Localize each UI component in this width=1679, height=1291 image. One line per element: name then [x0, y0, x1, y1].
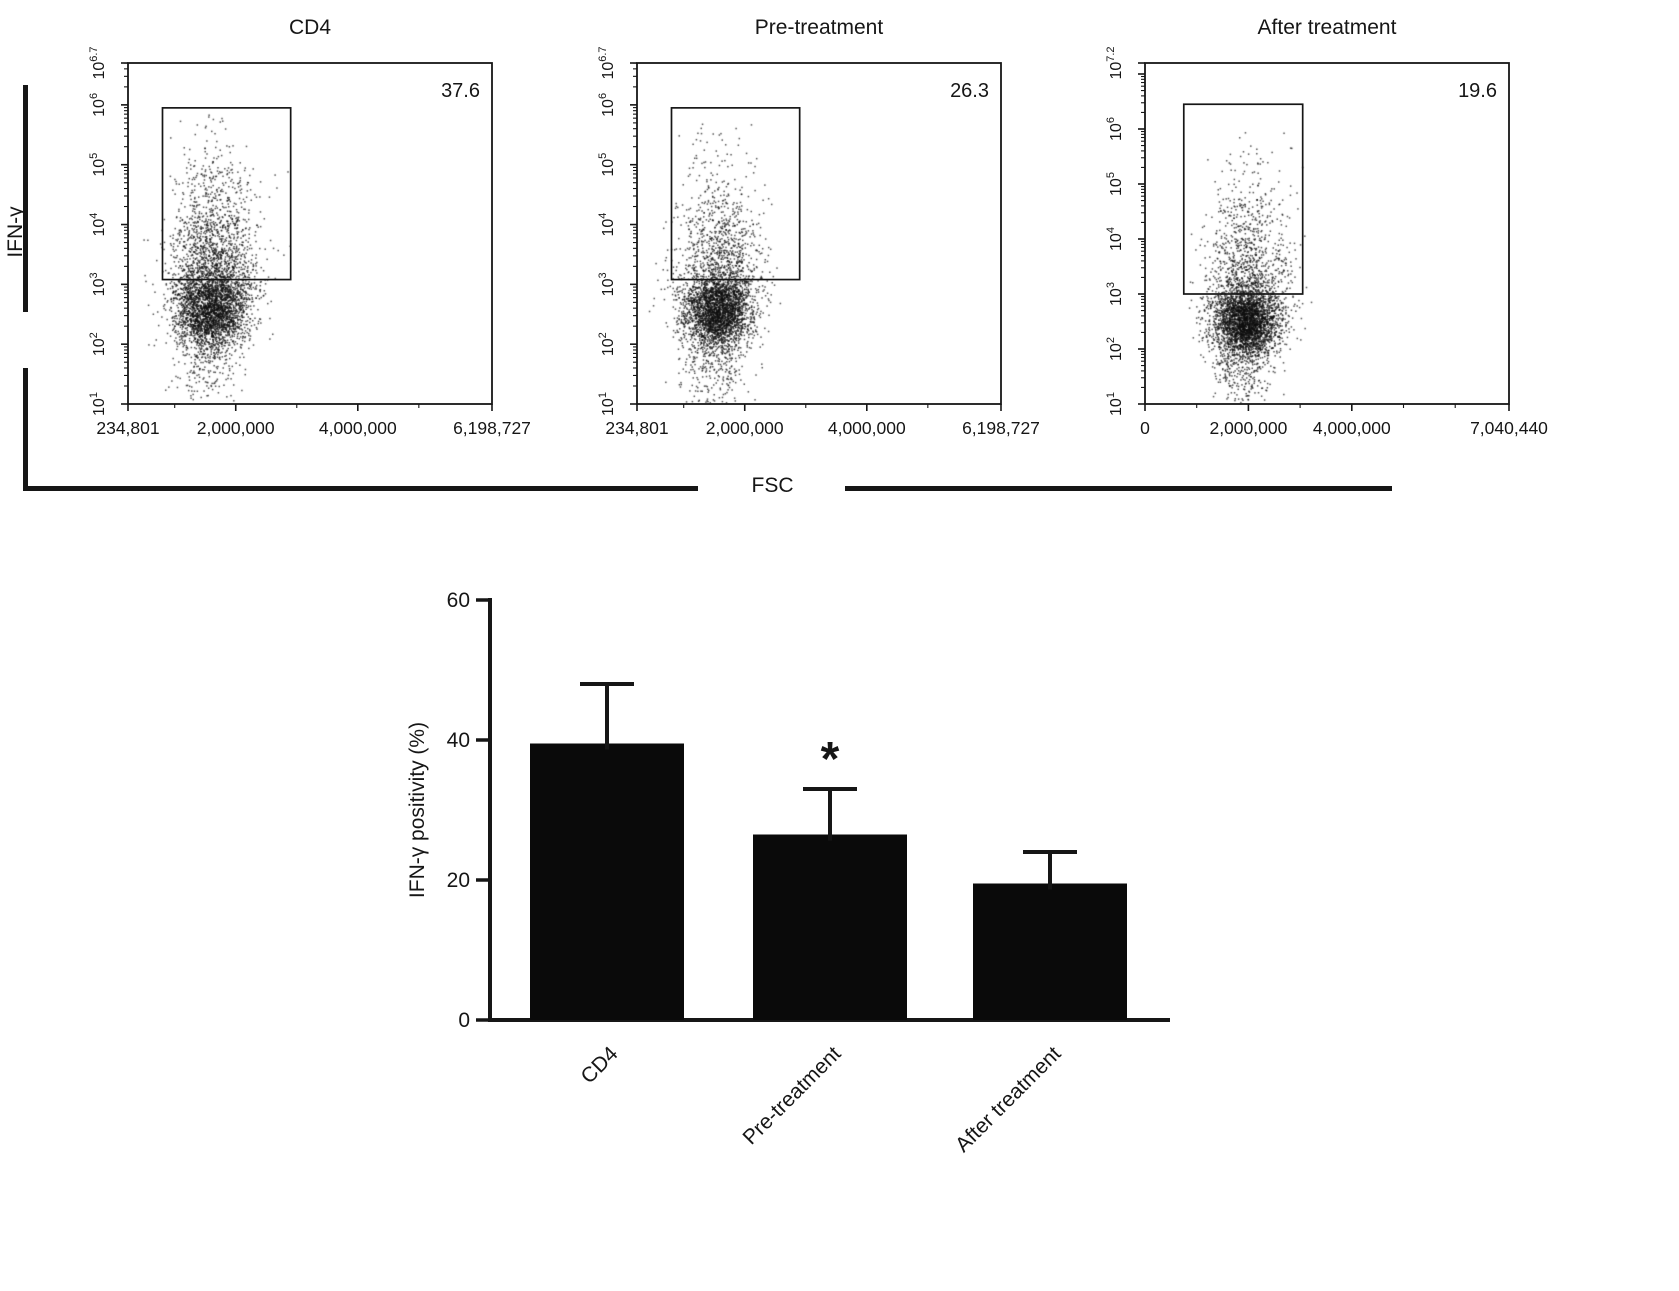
flow-panel-title: After treatment — [1257, 16, 1397, 39]
y-tick-label: 103 — [88, 272, 108, 296]
x-tick-label: 7,040,440 — [1470, 418, 1548, 438]
significance-asterisk: * — [821, 733, 840, 786]
flow-plot-axes: 101 102 103 104 105 106 107.2 0 2,000,000 4,000,0… — [1105, 46, 1548, 438]
y-tick-label: 107.2 — [1105, 46, 1125, 79]
y-axis-bracket-line — [23, 85, 28, 312]
bar — [753, 834, 907, 1020]
x-tick-label: 4,000,000 — [828, 418, 906, 438]
x-tick-label: 4,000,000 — [319, 418, 397, 438]
gate-percentage-label: 37.6 — [441, 80, 480, 102]
flow-panel-pre-treatment: Pre-treatment 101 102 103 104 105 106 106.7 234… — [527, 16, 1047, 492]
gate-rect — [670, 107, 801, 281]
bar-y-axis-label: IFN-γ positivity (%) — [406, 721, 429, 899]
y-tick-label: 102 — [88, 332, 108, 356]
plot-frame — [127, 62, 493, 405]
x-tick-label: 4,000,000 — [1313, 418, 1391, 438]
y-axis-group-label: IFN-γ — [4, 206, 27, 258]
gate-percentage-label: 26.3 — [950, 80, 989, 102]
x-tick-label: 6,198,727 — [962, 418, 1040, 438]
bar-y-tick-label: 60 — [447, 589, 470, 612]
bar — [973, 883, 1127, 1020]
bar-y-tick-label: 0 — [458, 1009, 470, 1032]
y-tick-label: 102 — [597, 332, 617, 356]
plot-frame — [1144, 62, 1510, 405]
y-tick-label: 101 — [1105, 392, 1125, 416]
flow-panel-after-treatment: After treatment 101 102 103 104 105 106 107.2 0… — [1035, 16, 1555, 492]
y-tick-label: 106 — [597, 93, 617, 117]
y-tick-label: 106.7 — [88, 46, 108, 79]
gate-rect — [1182, 103, 1304, 295]
flow-scatter-dots — [1145, 63, 1509, 404]
y-tick-label: 103 — [597, 272, 617, 296]
y-tick-label: 102 — [1105, 337, 1125, 361]
x-tick-label: 2,000,000 — [706, 418, 784, 438]
y-tick-label: 105 — [88, 153, 108, 177]
y-tick-label: 104 — [1105, 227, 1125, 251]
bar-category-label: CD4 — [577, 1042, 623, 1088]
gate-rect — [161, 107, 292, 281]
y-tick-label: 106.7 — [597, 46, 617, 79]
flow-scatter-dots — [637, 63, 1001, 404]
x-tick-label: 234,801 — [605, 418, 668, 438]
y-tick-label: 104 — [597, 213, 617, 237]
flow-panel-title: Pre-treatment — [754, 16, 884, 39]
flow-plot-axes: 101 102 103 104 105 106 106.7 234,801 2,000,000 4… — [88, 46, 531, 438]
bar-category-label: Pre-treatment — [738, 1042, 845, 1149]
bar-chart-panel: 0 20 40 60 * CD4 Pre-treatment After treatment … — [380, 575, 1230, 1291]
x-tick-label: 234,801 — [96, 418, 159, 438]
y-tick-label: 105 — [597, 153, 617, 177]
x-tick-label: 0 — [1140, 418, 1150, 438]
x-axis-group-label: FSC — [751, 474, 794, 497]
plot-frame — [636, 62, 1002, 405]
bar-chart-svg: 0 20 40 60 * CD4 Pre-treatment After treatment — [447, 589, 1170, 1157]
y-tick-label: 106 — [1105, 117, 1125, 141]
flow-panel-cd4: CD4 101 102 103 104 105 106 106.7 234,801 2,000,… — [18, 16, 538, 492]
bar-y-tick-label: 20 — [447, 869, 470, 892]
y-tick-label: 104 — [88, 213, 108, 237]
flow-plot-axes: 101 102 103 104 105 106 106.7 234,801 2,000,000 4… — [597, 46, 1040, 438]
x-tick-label: 2,000,000 — [1209, 418, 1287, 438]
y-tick-label: 101 — [597, 392, 617, 416]
bar — [530, 743, 684, 1020]
flow-panel-title: CD4 — [288, 16, 331, 39]
y-tick-label: 106 — [88, 93, 108, 117]
y-tick-label: 101 — [88, 392, 108, 416]
y-tick-label: 105 — [1105, 172, 1125, 196]
x-axis-bracket-line — [845, 486, 1392, 491]
y-tick-label: 103 — [1105, 282, 1125, 306]
bar-category-label: After treatment — [951, 1042, 1066, 1157]
bar-y-tick-label: 40 — [447, 729, 470, 752]
gate-percentage-label: 19.6 — [1458, 80, 1497, 102]
flow-scatter-dots — [128, 63, 492, 404]
x-axis-bracket-line — [23, 486, 698, 491]
y-axis-bracket-line — [23, 368, 28, 490]
x-tick-label: 6,198,727 — [453, 418, 531, 438]
x-tick-label: 2,000,000 — [197, 418, 275, 438]
